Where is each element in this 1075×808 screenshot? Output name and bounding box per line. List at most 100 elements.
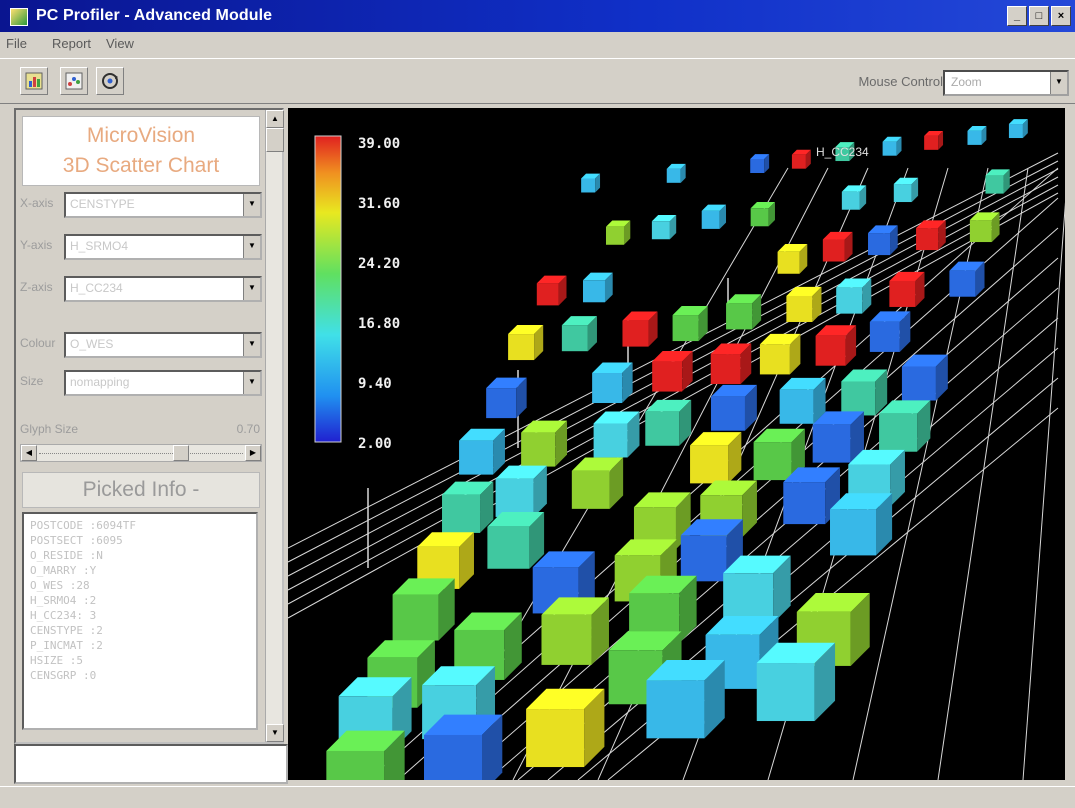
picked-info-line: H_SRMO4 :2 [30, 594, 97, 607]
left-panel-scrollbar[interactable]: ▲ ▼ [265, 110, 284, 742]
scatter-cube [835, 142, 855, 162]
scatter-cube [487, 512, 545, 569]
scatter-cube [985, 169, 1010, 194]
glyph-size-row: Glyph Size 0.70 [20, 422, 264, 436]
scroll-up-arrow[interactable]: ▲ [266, 110, 284, 128]
scatter-cube [759, 333, 801, 375]
colour-select[interactable]: O_WES ▼ [64, 332, 262, 358]
color-scale-tick: 16.80 [358, 316, 400, 332]
menu-file[interactable]: File [6, 36, 27, 51]
scatter-cube [786, 286, 822, 322]
scatter-button[interactable] [60, 67, 88, 95]
scatter-cube [424, 714, 503, 780]
scatter-cube [791, 149, 811, 169]
size-value: nomapping [70, 375, 130, 389]
scatter-cube [459, 428, 505, 475]
scatter-cube [690, 432, 742, 484]
grid-line [1022, 201, 1065, 780]
size-select[interactable]: nomapping ▼ [64, 370, 262, 396]
scatter-cube [841, 369, 888, 416]
scatter-cube [508, 324, 544, 361]
scatter-cube [454, 612, 522, 680]
z-axis-select[interactable]: H_CC234 ▼ [64, 276, 262, 302]
picked-info-list: POSTCODE :6094TF POSTSECT :6095 O_RESIDE :… [22, 512, 258, 730]
glyph-size-slider[interactable]: ◀ ▶ [20, 444, 262, 462]
color-scale-tick: 2.00 [358, 436, 392, 452]
scroll-down-arrow[interactable]: ▼ [266, 724, 284, 742]
chevron-down-icon[interactable]: ▼ [243, 334, 260, 356]
scatter-cube [486, 377, 527, 419]
scatter-cube [916, 220, 946, 251]
scatter-cube [442, 481, 494, 533]
menu-view[interactable]: View [106, 36, 134, 51]
scatter-cube [723, 555, 791, 624]
window-controls: _ □ × [1007, 6, 1071, 26]
scatter-cube [592, 362, 633, 404]
glyph-size-label: Glyph Size [20, 422, 79, 436]
scatter-viewport[interactable]: 39.00 31.60 24.20 16.80 9.40 2.00 H_CC234 [288, 108, 1065, 780]
menu-report[interactable]: Report [52, 36, 92, 51]
color-scale-bar [314, 135, 342, 443]
minimize-button[interactable]: _ [1007, 6, 1027, 26]
left-panel: MicroVision 3D Scatter Chart X-axis CENS… [14, 108, 284, 744]
chevron-down-icon[interactable]: ▼ [243, 194, 260, 216]
scatter-chart[interactable]: 39.00 31.60 24.20 16.80 9.40 2.00 H_CC234 [288, 108, 1065, 780]
slider-thumb[interactable] [173, 445, 189, 461]
chevron-down-icon[interactable]: ▼ [243, 236, 260, 258]
slider-left-arrow[interactable]: ◀ [21, 445, 37, 461]
x-axis-select[interactable]: CENSTYPE ▼ [64, 192, 262, 218]
scatter-cube [967, 125, 987, 145]
scatter-cube [338, 677, 412, 751]
grid-line [547, 347, 1059, 780]
close-button[interactable]: × [1051, 6, 1071, 26]
colour-label: Colour [20, 336, 56, 350]
y-axis-select[interactable]: H_SRMO4 ▼ [64, 234, 262, 260]
y-axis-value: H_SRMO4 [70, 239, 129, 253]
scatter-cube [392, 578, 455, 641]
chevron-down-icon[interactable]: ▼ [243, 372, 260, 394]
grid-line [288, 184, 1059, 605]
scatter-cube [901, 354, 948, 401]
scatter-cube [841, 185, 867, 210]
maximize-button[interactable]: □ [1029, 6, 1049, 26]
grid-line [517, 317, 1059, 780]
scatter-cube [783, 467, 840, 525]
picked-info-line: H_CC234: 3 [30, 609, 97, 622]
scatter-cube [645, 399, 692, 446]
mouse-control-select[interactable]: Zoom ▼ [943, 70, 1069, 96]
scatter-cube [726, 294, 762, 330]
scatter-cube [646, 660, 725, 739]
scatter-cube [822, 231, 853, 262]
scatter-cube [869, 311, 911, 352]
scatter-cube [779, 377, 826, 424]
grid-line [512, 167, 829, 780]
scatter-cube [605, 220, 631, 245]
rotate-button[interactable] [96, 67, 124, 95]
scatter-cube [536, 275, 567, 306]
status-input-box [14, 744, 288, 784]
x-axis-value: CENSTYPE [70, 197, 135, 211]
scatter-cube [672, 305, 708, 342]
picked-info-line: O_WES :28 [30, 579, 90, 592]
scatter-cube [622, 311, 658, 347]
chevron-down-icon[interactable]: ▼ [243, 278, 260, 300]
grid-line [937, 167, 1029, 780]
slider-right-arrow[interactable]: ▶ [245, 445, 261, 461]
scatter-cube [1008, 119, 1028, 139]
window-title: PC Profiler - Advanced Module [36, 7, 273, 24]
scroll-thumb[interactable] [266, 128, 284, 152]
scatter-cube [753, 428, 805, 481]
status-bar [0, 786, 1075, 808]
chart-button[interactable] [20, 67, 48, 95]
color-scale-tick: 31.60 [358, 196, 400, 212]
scatter-cube [651, 214, 677, 240]
scatter-cube [949, 261, 985, 297]
chevron-down-icon[interactable]: ▼ [1050, 72, 1067, 94]
scatter-cube [581, 173, 601, 193]
scatter-cube [777, 244, 808, 274]
picked-info-line: POSTSECT :6095 [30, 534, 123, 547]
picked-info-line: CENSGRP :0 [30, 669, 97, 682]
menu-bar: File Report View [0, 32, 1075, 56]
rotate-icon [102, 73, 118, 89]
picked-info-line: O_RESIDE :N [30, 549, 103, 562]
